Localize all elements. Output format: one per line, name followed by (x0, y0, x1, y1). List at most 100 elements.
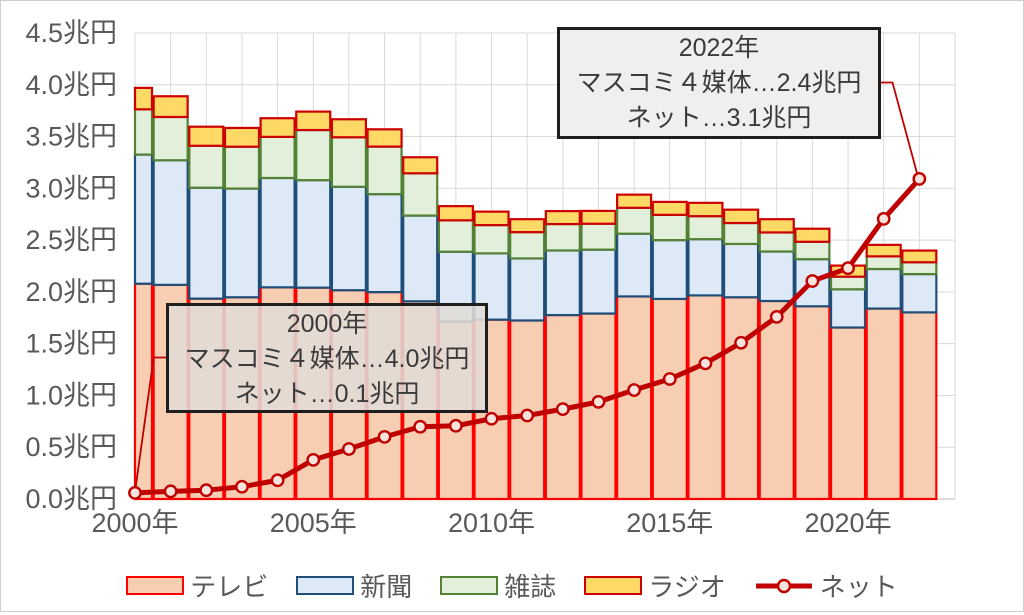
bar-segment-radio-2022 (901, 249, 938, 264)
bar-segment-newspaper-2016 (687, 238, 724, 297)
bar-segment-newspaper-2022 (901, 272, 938, 314)
net-marker-2019 (805, 274, 820, 288)
bar-segment-magazine-2010 (473, 223, 510, 255)
bar-segment-magazine-2014 (616, 206, 653, 235)
bar-segment-magazine-2009 (437, 219, 474, 253)
bar-segment-radio-2021 (865, 243, 902, 258)
legend-item-net: ネット (754, 567, 898, 604)
net-marker-2010 (484, 411, 499, 426)
bar-segment-radio-2009 (437, 205, 474, 222)
legend-item-magazine: 雑誌 (440, 567, 556, 604)
bar-segment-magazine-2015 (651, 213, 688, 242)
bar-segment-newspaper-2003 (223, 187, 261, 299)
legend-item-tv: テレビ (126, 567, 268, 604)
net-markers (128, 172, 927, 500)
bar-segment-magazine-2000 (133, 108, 154, 156)
bar-segment-radio-2018 (758, 218, 795, 234)
legend-label-magazine: 雑誌 (504, 572, 557, 602)
bar-segment-magazine-2008 (402, 172, 439, 217)
bar-segment-tv-2014 (616, 295, 653, 501)
annotation-2022: 2022年 マスコミ４媒体…2.4兆円 ネット…3.1兆円 (557, 27, 881, 139)
bar-segment-magazine-2022 (901, 261, 938, 276)
annotation-2000: 2000年 マスコミ４媒体…4.0兆円 ネット…0.1兆円 (166, 303, 488, 413)
bar-segment-newspaper-2019 (794, 258, 831, 308)
net-marker-2007 (377, 429, 392, 444)
y-tick-label: 4.0兆円 (25, 70, 117, 100)
annotation-2000-title: 2000年 (286, 310, 368, 338)
bar-segment-newspaper-2017 (722, 242, 760, 299)
y-tick-label: 4.5兆円 (25, 18, 117, 48)
net-marker-2016 (698, 356, 713, 371)
bar-segment-magazine-2019 (794, 240, 831, 261)
net-marker-2017 (734, 335, 748, 350)
bar-segment-newspaper-2014 (616, 232, 653, 298)
net-marker-2000 (128, 485, 142, 500)
bar-segment-newspaper-2005 (295, 179, 332, 289)
legend-item-radio: ラジオ (584, 567, 726, 604)
net-marker-2006 (342, 442, 356, 456)
legend-swatch-tv (126, 576, 185, 595)
y-tick-label: 0.5兆円 (25, 432, 117, 462)
bar-segment-magazine-2017 (722, 221, 760, 246)
bar-segment-radio-2013 (580, 209, 617, 225)
x-tick-label: 2010年 (448, 508, 535, 538)
bar-segment-newspaper-2001 (152, 159, 189, 286)
y-tick-label: 1.0兆円 (25, 380, 117, 410)
legend-item-newspaper: 新聞 (296, 567, 412, 604)
bar-segment-magazine-2013 (580, 222, 617, 251)
bar-segment-radio-2015 (651, 200, 688, 216)
annotation-2022-net-value: ネット…3.1兆円 (626, 104, 812, 132)
legend-swatch-magazine (440, 576, 499, 595)
x-tick-label: 2020年 (805, 508, 892, 538)
bar-segment-tv-2017 (722, 296, 760, 501)
bar-segment-radio-2016 (687, 201, 724, 218)
bar-segment-radio-2012 (544, 210, 581, 226)
bar-segment-magazine-2011 (509, 231, 546, 260)
bar-segment-radio-2006 (330, 118, 368, 139)
bar-segment-newspaper-2015 (651, 239, 688, 301)
y-tick-label: 0.0兆円 (25, 484, 117, 514)
x-tick-label: 2005年 (270, 508, 357, 538)
net-marker-2003 (235, 479, 249, 494)
bar-segment-radio-2019 (794, 227, 831, 243)
bar-segment-magazine-2003 (223, 145, 261, 190)
bar-segment-tv-2016 (687, 294, 724, 501)
net-marker-2022 (912, 172, 927, 186)
net-marker-2008 (413, 419, 428, 434)
net-marker-2004 (270, 473, 285, 488)
bar-segment-magazine-2012 (544, 222, 581, 252)
net-marker-2018 (769, 309, 784, 324)
net-marker-2009 (448, 418, 463, 433)
bar-segment-newspaper-2004 (259, 176, 296, 289)
bar-segment-newspaper-2002 (188, 186, 225, 300)
bar-segment-magazine-2018 (758, 231, 795, 253)
y-tick-label: 2.5兆円 (25, 225, 117, 255)
net-marker-2012 (555, 402, 570, 417)
bar-segment-radio-2007 (366, 128, 403, 148)
bar-segment-newspaper-2021 (865, 267, 902, 310)
bar-segment-tv-2021 (865, 307, 902, 501)
bar-segment-tv-2015 (651, 297, 688, 501)
x-tick-label: 2000年 (91, 508, 178, 538)
net-marker-2015 (662, 372, 677, 386)
bar-segment-newspaper-2011 (509, 257, 546, 322)
net-marker-2013 (591, 394, 606, 409)
bar-segment-radio-2008 (402, 156, 439, 175)
bar-segment-tv-2020 (829, 326, 867, 501)
bar-segment-newspaper-2020 (829, 288, 867, 329)
bar-segment-radio-2004 (259, 117, 296, 138)
bar-segment-radio-2017 (722, 208, 760, 225)
bar-segment-magazine-2007 (366, 145, 403, 196)
y-tick-label: 2.0兆円 (25, 277, 117, 307)
legend-label-net: ネット (819, 572, 898, 602)
x-tick-label: 2015年 (626, 508, 713, 538)
x-axis-labels: 2000年 2005年 2010年 2015年 2020年 (91, 508, 891, 538)
connector-2000 (134, 356, 166, 493)
bar-segment-radio-2010 (473, 210, 510, 227)
bar-segment-magazine-2016 (687, 215, 724, 241)
bar-segment-newspaper-2000 (133, 153, 154, 285)
net-marker-2021 (876, 211, 891, 226)
bar-segment-radio-2011 (509, 218, 546, 234)
